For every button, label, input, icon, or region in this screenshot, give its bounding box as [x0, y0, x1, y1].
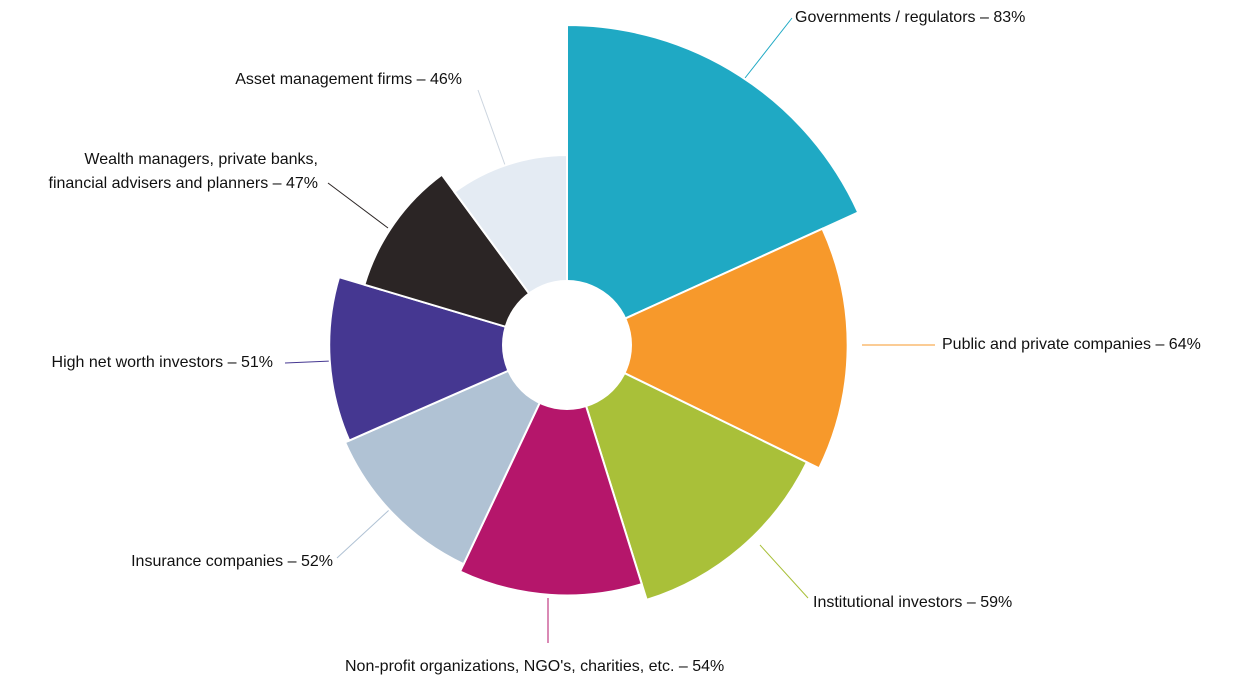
slice-label: Non-profit organizations, NGO's, chariti…	[345, 658, 724, 675]
leader-line	[477, 89, 506, 166]
slice	[564, 227, 849, 470]
leader-line	[759, 544, 809, 599]
slice-label: Public and private companies – 64%	[942, 336, 1201, 353]
slice-label: Institutional investors – 59%	[813, 594, 1012, 611]
leader-line	[744, 17, 793, 79]
slice	[343, 343, 570, 566]
slice-label: Asset management firms – 46%	[235, 71, 462, 88]
slice	[458, 342, 644, 597]
slice-label: High net worth investors – 51%	[52, 354, 273, 371]
slice-label: Insurance companies – 52%	[131, 553, 333, 570]
slice	[328, 275, 570, 442]
slice-label: Governments / regulators – 83%	[795, 9, 1025, 26]
slice-label: Wealth managers, private banks, financial…	[49, 151, 319, 192]
center-hole	[502, 280, 632, 410]
slice	[566, 23, 860, 347]
leader-line	[327, 182, 389, 229]
slice	[363, 173, 570, 347]
